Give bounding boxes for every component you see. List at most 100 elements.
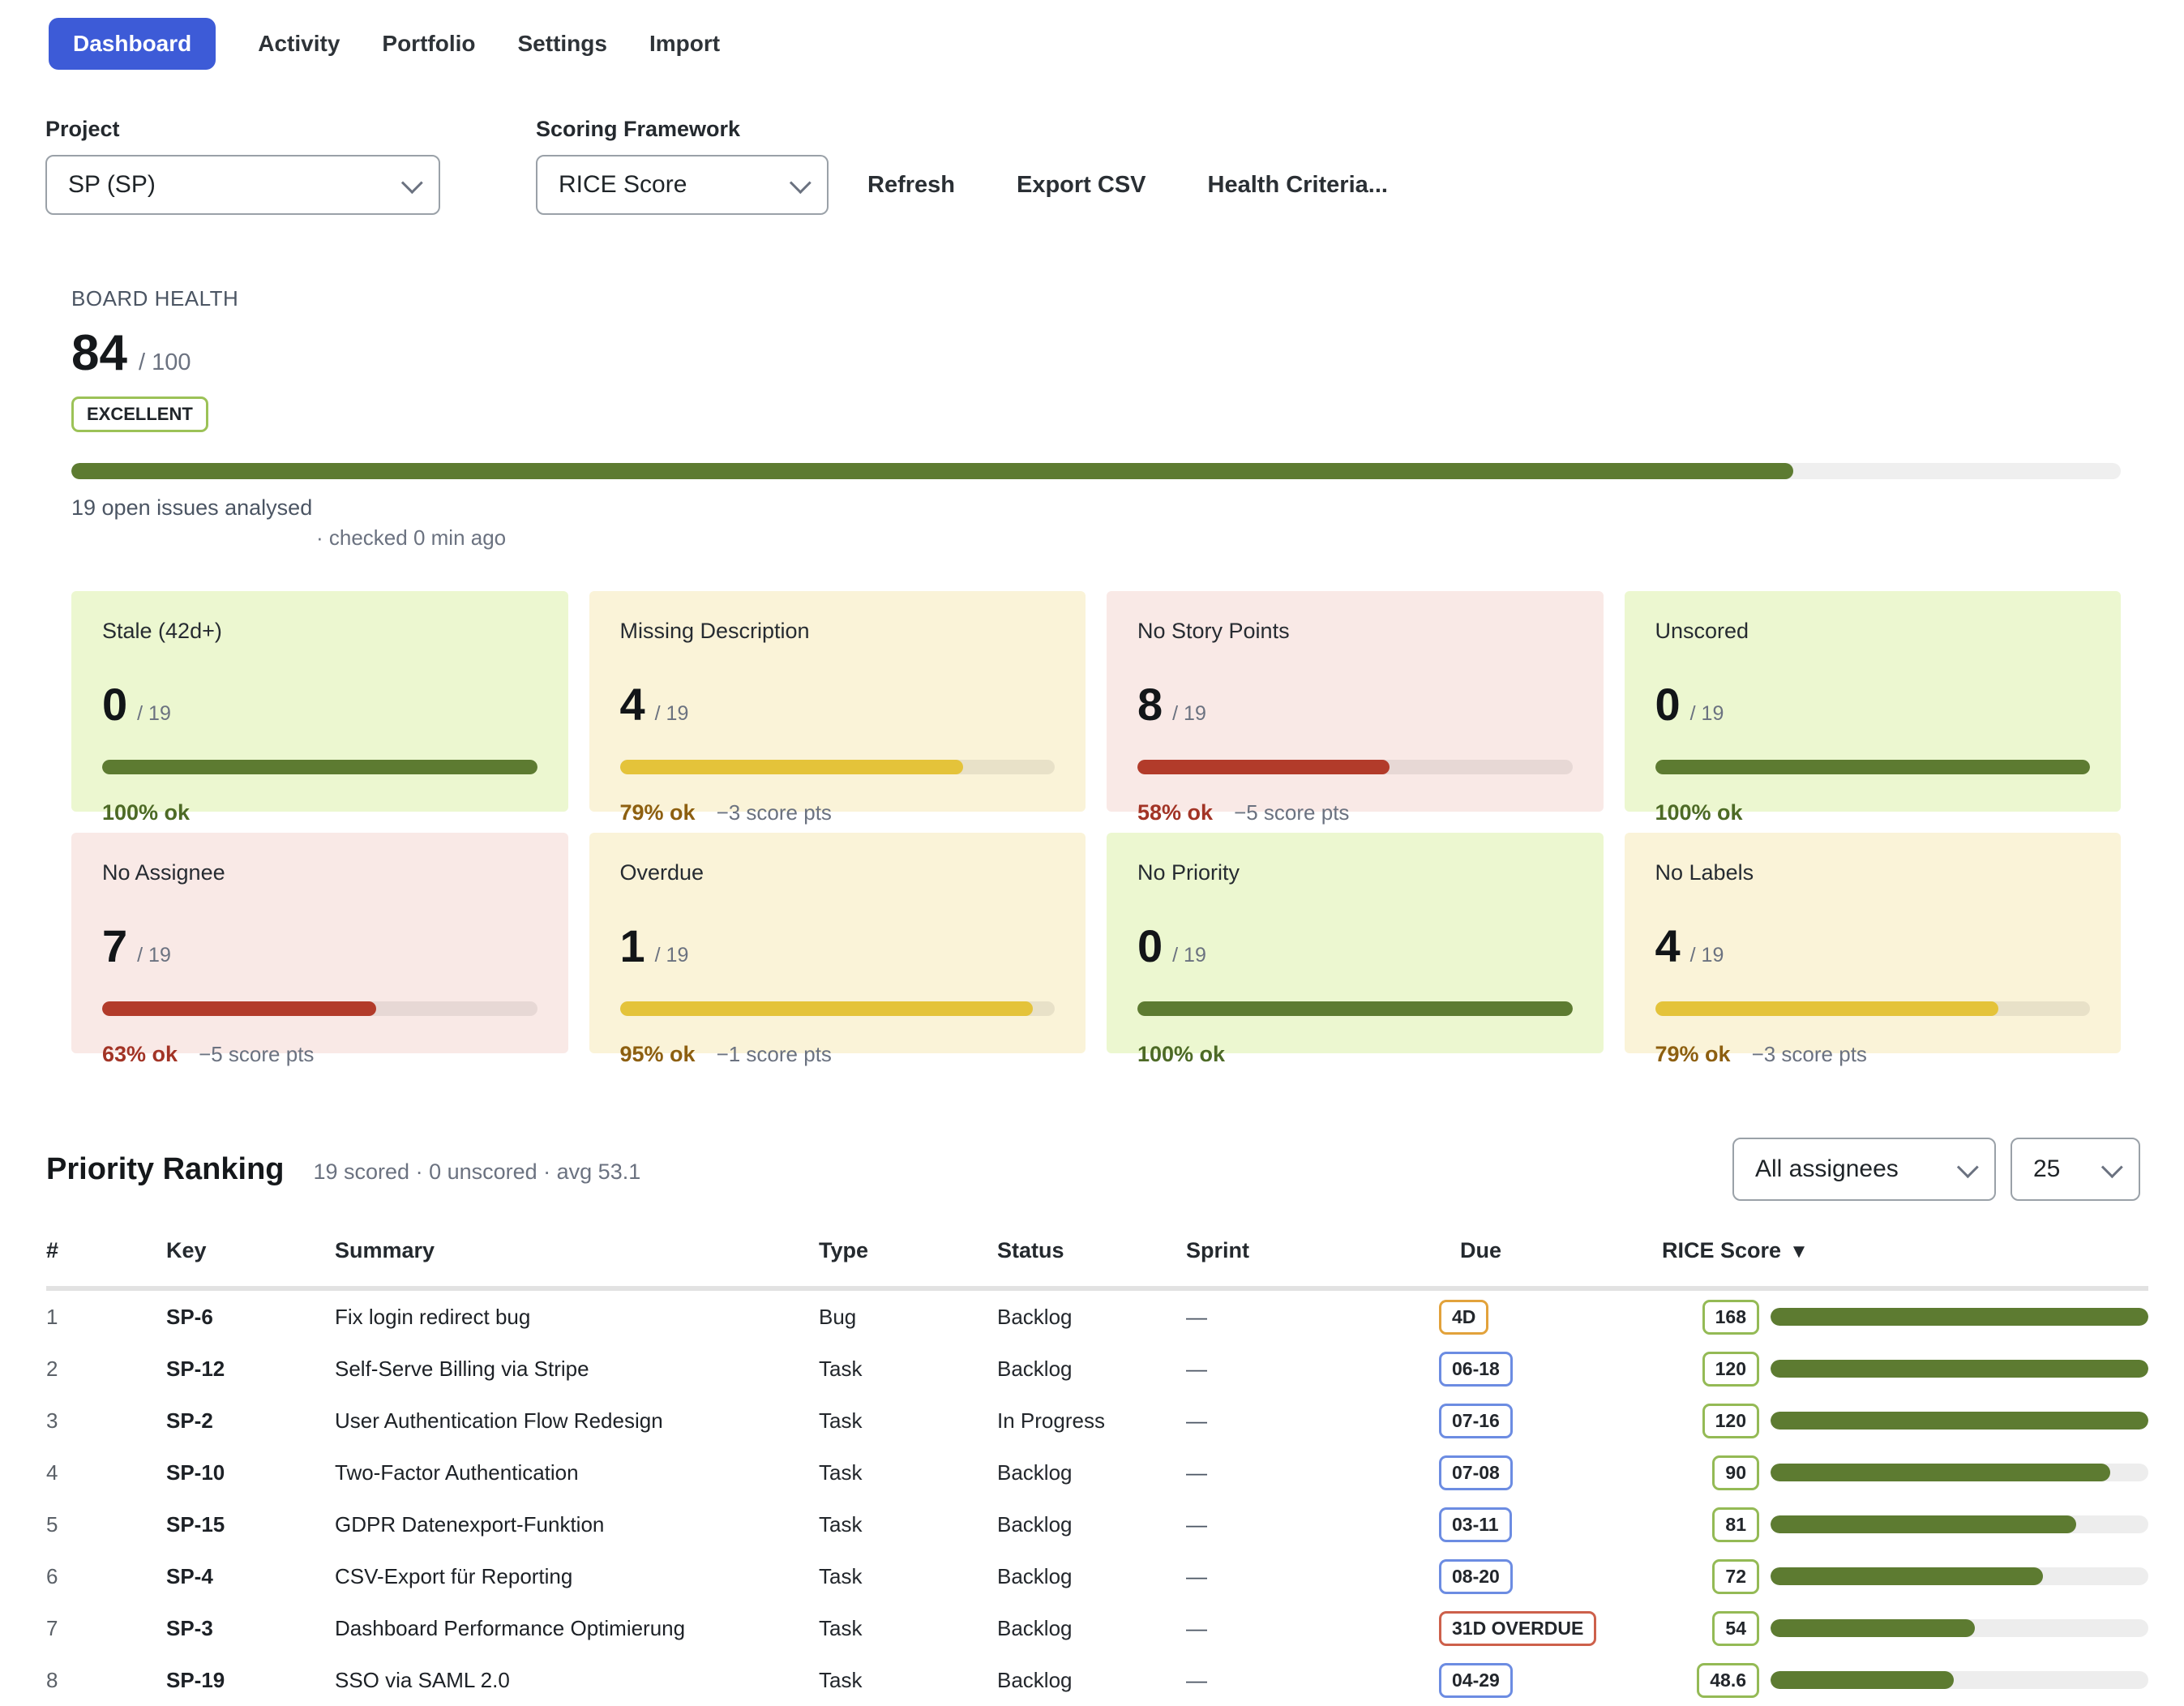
health-card-total: / 19	[1172, 702, 1206, 725]
col-header-summary: Summary	[335, 1238, 435, 1262]
health-card: Missing Description 4 / 19 79% ok −3 sco…	[589, 591, 1086, 825]
rice-score-bar	[1771, 1567, 2148, 1585]
health-card-penalty: −3 score pts	[1751, 1042, 1867, 1066]
cell-type: Task	[819, 1511, 863, 1537]
rice-score-bar-fill	[1771, 1619, 1975, 1637]
nav-tab-import[interactable]: Import	[649, 18, 720, 70]
priority-ranking-subtitle: 19 scored · 0 unscored · avg 53.1	[313, 1159, 641, 1184]
rice-score-badge: 168	[1702, 1299, 1759, 1335]
project-select[interactable]: SP (SP)	[45, 155, 440, 215]
health-card-progressbar	[619, 760, 1055, 774]
health-card-percent: 95% ok	[619, 1042, 696, 1066]
cell-rank: 7	[46, 1615, 58, 1640]
sort-desc-icon: ▼	[1789, 1241, 1809, 1262]
export-csv-button[interactable]: Export CSV	[1017, 171, 1146, 198]
health-card-penalty: −1 score pts	[716, 1042, 832, 1066]
table-row[interactable]: 7 SP-3 Dashboard Performance Optimierung…	[46, 1602, 2148, 1654]
health-card-percent: 79% ok	[619, 800, 696, 825]
health-card-percent: 63% ok	[102, 1042, 178, 1066]
assignee-filter-value: All assignees	[1755, 1155, 1899, 1182]
cell-type: Task	[819, 1615, 863, 1640]
cell-sprint: —	[1186, 1304, 1207, 1329]
health-card: No Labels 4 / 19 79% ok −3 score pts	[1624, 833, 2121, 1066]
health-card-title: Unscored	[1655, 619, 1749, 643]
col-header-type: Type	[819, 1238, 869, 1262]
rice-score-bar-fill	[1771, 1515, 2077, 1533]
refresh-button[interactable]: Refresh	[867, 171, 955, 198]
nav-tab-activity[interactable]: Activity	[258, 18, 340, 70]
cell-summary: SSO via SAML 2.0	[335, 1667, 510, 1692]
table-row[interactable]: 6 SP-4 CSV-Export für Reporting Task Bac…	[46, 1550, 2148, 1602]
nav-tab-settings[interactable]: Settings	[518, 18, 607, 70]
cell-summary: Fix login redirect bug	[335, 1304, 531, 1329]
rice-score-badge: 54	[1712, 1610, 1759, 1646]
health-card-progress-fill	[102, 1001, 376, 1016]
health-card-progressbar	[1137, 760, 1573, 774]
health-card-penalty: −5 score pts	[1234, 800, 1350, 825]
cell-key: SP-4	[166, 1563, 213, 1588]
board-health-label: BOARD HEALTH	[71, 286, 239, 311]
col-header-rice-score[interactable]: RICE Score ▼	[1662, 1238, 1809, 1262]
col-header-key: Key	[166, 1238, 207, 1262]
rice-score-bar	[1771, 1464, 2148, 1481]
health-card-title: Missing Description	[619, 619, 810, 643]
cell-key: SP-12	[166, 1356, 225, 1381]
issues-analysed-text: 19 open issues analysed	[71, 495, 313, 520]
health-card-progressbar	[1137, 1001, 1573, 1016]
framework-field: Scoring Framework RICE Score	[536, 117, 829, 215]
rice-score-bar-fill	[1771, 1360, 2148, 1378]
board-health-status-badge: EXCELLENT	[71, 396, 208, 432]
project-select-value: SP (SP)	[68, 171, 156, 198]
project-field: Project SP (SP)	[45, 117, 440, 215]
health-card-progress-fill	[1655, 760, 2090, 774]
priority-ranking-header: Priority Ranking 19 scored · 0 unscored …	[46, 1138, 2140, 1201]
cell-status: Backlog	[997, 1304, 1073, 1329]
board-health-score-row: 84 / 100	[71, 324, 2121, 382]
health-card-count: 8	[1137, 679, 1163, 730]
cell-key: SP-19	[166, 1667, 225, 1692]
rice-score-badge: 48.6	[1697, 1662, 1759, 1698]
table-row[interactable]: 4 SP-10 Two-Factor Authentication Task B…	[46, 1447, 2148, 1498]
cell-type: Task	[819, 1667, 863, 1692]
health-card: Overdue 1 / 19 95% ok −1 score pts	[589, 833, 1086, 1066]
cell-type: Bug	[819, 1304, 857, 1329]
health-card-progressbar	[102, 760, 537, 774]
due-badge: 07-16	[1439, 1403, 1513, 1438]
cell-key: SP-6	[166, 1304, 213, 1329]
cell-rank: 4	[46, 1460, 58, 1485]
health-card-count: 0	[1655, 679, 1681, 730]
cell-sprint: —	[1186, 1615, 1207, 1640]
health-card-total: / 19	[137, 702, 171, 725]
health-card-progress-fill	[619, 760, 964, 774]
chevron-down-icon	[1956, 1155, 1979, 1178]
page-size-select[interactable]: 25	[2011, 1138, 2140, 1201]
health-criteria-button[interactable]: Health Criteria...	[1207, 171, 1388, 198]
table-row[interactable]: 8 SP-19 SSO via SAML 2.0 Task Backlog — …	[46, 1654, 2148, 1706]
checked-ago-text: · checked 0 min ago	[316, 525, 507, 550]
cell-key: SP-15	[166, 1511, 225, 1537]
nav-tab-dashboard[interactable]: Dashboard	[49, 18, 216, 70]
cell-type: Task	[819, 1356, 863, 1381]
table-row[interactable]: 2 SP-12 Self-Serve Billing via Stripe Ta…	[46, 1343, 2148, 1395]
cell-status: Backlog	[997, 1667, 1073, 1692]
rice-score-bar-fill	[1771, 1671, 1955, 1689]
health-card-count: 4	[1655, 920, 1681, 971]
cell-sprint: —	[1186, 1356, 1207, 1381]
health-card-percent: 100% ok	[1137, 1042, 1226, 1066]
table-row[interactable]: 3 SP-2 User Authentication Flow Redesign…	[46, 1395, 2148, 1447]
health-card: No Assignee 7 / 19 63% ok −5 score pts	[71, 833, 568, 1066]
nav-tab-portfolio[interactable]: Portfolio	[382, 18, 475, 70]
col-header-rank: #	[46, 1238, 59, 1262]
framework-select[interactable]: RICE Score	[536, 155, 829, 215]
assignee-filter-select[interactable]: All assignees	[1732, 1138, 1996, 1201]
table-row[interactable]: 5 SP-15 GDPR Datenexport-Funktion Task B…	[46, 1498, 2148, 1550]
table-header-row: # Key Summary Type Status Sprint Due RIC…	[46, 1238, 2148, 1291]
rice-score-bar-fill	[1771, 1308, 2148, 1326]
cell-status: Backlog	[997, 1563, 1073, 1588]
health-card-title: No Story Points	[1137, 619, 1290, 643]
health-card-progress-fill	[1655, 1001, 1999, 1016]
cell-rank: 1	[46, 1304, 58, 1329]
table-row[interactable]: 1 SP-6 Fix login redirect bug Bug Backlo…	[46, 1291, 2148, 1343]
cell-rank: 3	[46, 1408, 58, 1433]
cell-sprint: —	[1186, 1563, 1207, 1588]
